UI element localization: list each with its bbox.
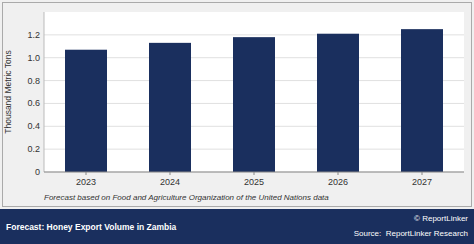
chart: 0 0.2 0.4 0.6 0.8 1.0 1.2 Thousand Metric Tons 2… bbox=[0, 0, 474, 244]
bar bbox=[233, 37, 275, 172]
x-tick-label: 2023 bbox=[76, 177, 96, 187]
bar bbox=[149, 43, 191, 172]
bars bbox=[65, 29, 443, 172]
y-tick-label: 0.6 bbox=[27, 98, 40, 108]
y-tick-label: 0.4 bbox=[27, 121, 40, 131]
x-tick-label: 2025 bbox=[244, 177, 264, 187]
y-tick-label: 1.2 bbox=[27, 30, 40, 40]
x-tick-label: 2026 bbox=[328, 177, 348, 187]
bar bbox=[317, 34, 359, 172]
y-tick-label: 1.0 bbox=[27, 53, 40, 63]
x-tick-label: 2027 bbox=[412, 177, 432, 187]
x-tick bbox=[422, 172, 423, 175]
x-tick-label: 2024 bbox=[160, 177, 180, 187]
y-axis-label: Thousand Metric Tons bbox=[3, 50, 13, 133]
y-tick-label: 0 bbox=[35, 167, 40, 177]
bar bbox=[401, 29, 443, 172]
y-axis-line bbox=[44, 12, 45, 172]
y-tick-label: 0.8 bbox=[27, 76, 40, 86]
note: Forecast based on Food and Agriculture O… bbox=[44, 193, 329, 202]
x-tick bbox=[254, 172, 255, 175]
plot-area bbox=[44, 12, 464, 172]
background bbox=[0, 0, 474, 244]
footer-source: Source: ReportLinker Research bbox=[354, 229, 468, 238]
x-tick bbox=[170, 172, 171, 175]
title: Forecast: Honey Export Volume in Zambia bbox=[6, 222, 177, 232]
y-tick-label: 0.2 bbox=[27, 144, 40, 154]
x-tick bbox=[86, 172, 87, 175]
footer bbox=[0, 209, 474, 244]
border bbox=[3, 3, 472, 207]
bar bbox=[65, 50, 107, 172]
x-tick bbox=[338, 172, 339, 175]
footer-copyright: © ReportLinker bbox=[414, 214, 468, 223]
